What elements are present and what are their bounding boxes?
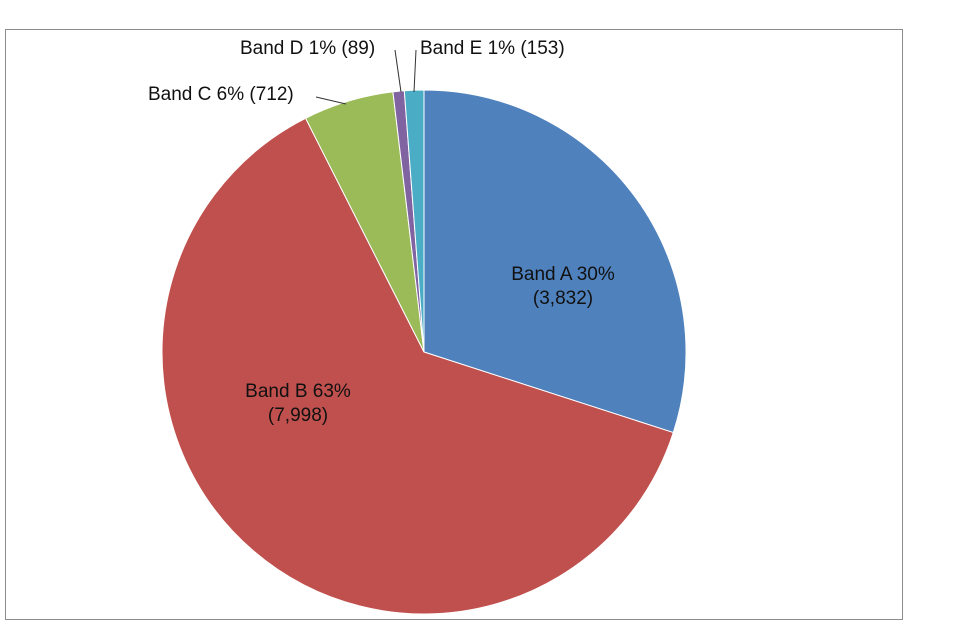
data-label-band-b-value: (7,998): [268, 405, 328, 426]
data-label-band-a-name: Band A 30%: [511, 264, 615, 285]
data-label-band-b-name: Band B 63%: [245, 381, 351, 402]
data-label-band-e: Band E 1% (153): [420, 38, 565, 59]
data-label-band-c: Band C 6% (712): [148, 84, 294, 105]
leader-line-band-d: [394, 49, 402, 93]
leader-line-band-c: [315, 96, 347, 105]
data-label-band-a-value: (3,832): [533, 288, 593, 309]
pie-slices: [161, 89, 687, 615]
data-labels: Band A 30% (3,832) Band B 63% (7,998) Band C…: [148, 38, 615, 426]
data-label-band-d: Band D 1% (89): [240, 38, 375, 59]
pie-slice-band-b: [161, 117, 674, 615]
leader-lines: [315, 49, 417, 105]
pie-slice-band-a: [423, 89, 687, 434]
leader-line-band-e: [413, 49, 417, 93]
